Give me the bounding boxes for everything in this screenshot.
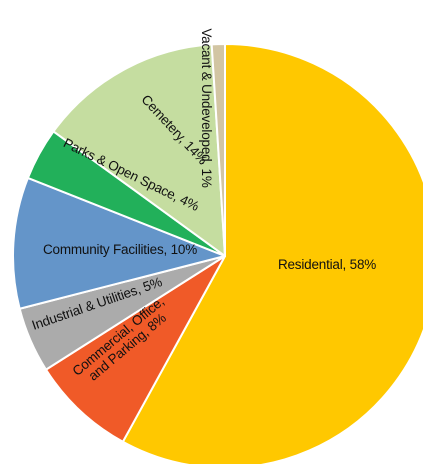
pie-slice-commercial-office-and-parking [45,255,226,443]
pie-slice-vacant-undeveloped [210,43,226,257]
slice-label-community-facilities: Community Facilities, 10% [43,242,197,257]
slice-label-vacant-undeveloped: Vacant & Undeveloped, 1% [199,28,214,188]
slice-label-line: Vacant & Undeveloped, 1% [199,28,214,188]
pie-slices [12,43,423,464]
slice-label-line: Community Facilities, 10% [43,242,197,257]
pie-slice-residential [121,43,423,464]
pie-slice-cemetery [52,43,226,257]
slice-label-residential: Residential, 58% [278,257,376,272]
pie-slice-community-facilities [12,176,226,310]
slice-label-line: Residential, 58% [278,257,376,272]
